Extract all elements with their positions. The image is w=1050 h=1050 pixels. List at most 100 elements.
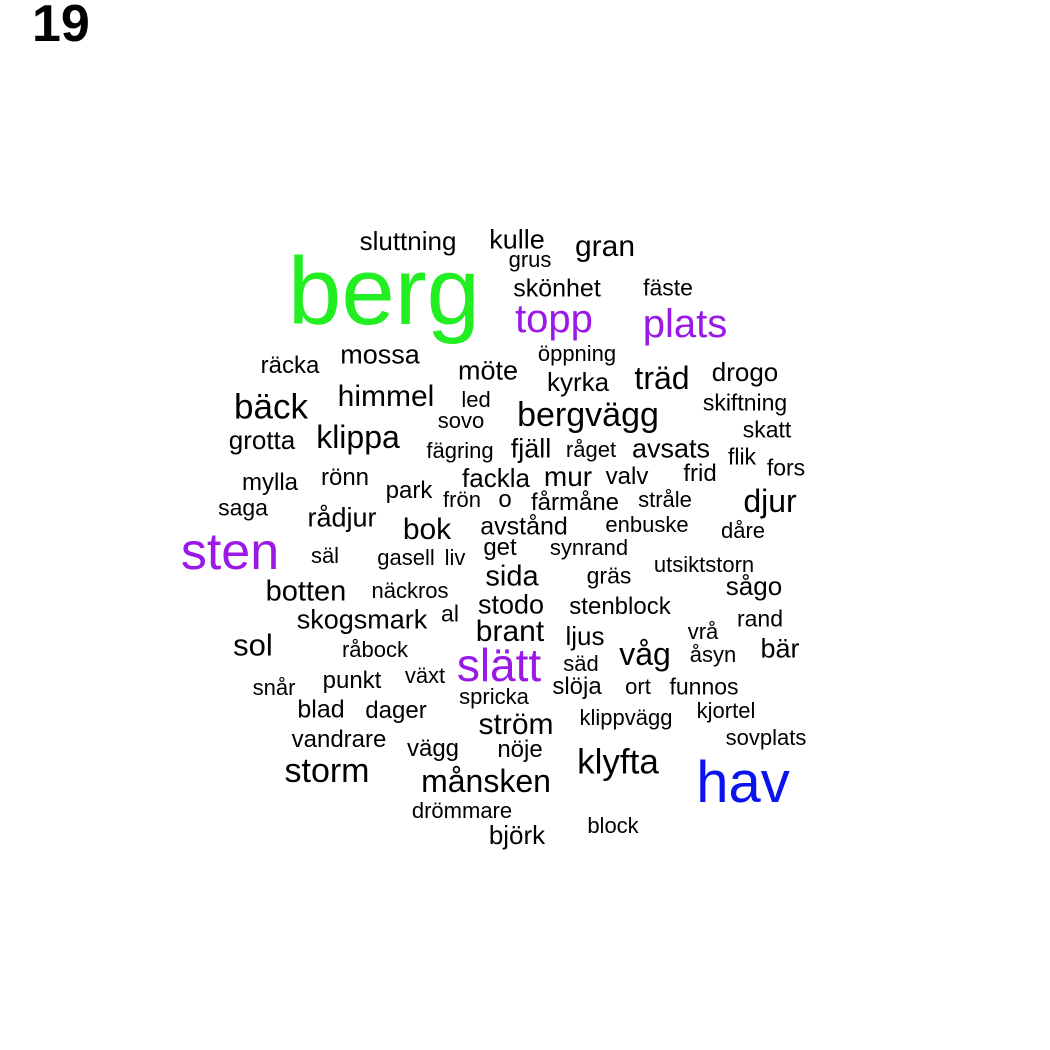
cloud-word-gasell: gasell — [377, 545, 435, 570]
cloud-word-o: o — [498, 486, 512, 513]
cloud-word-kulle: kulle — [489, 224, 545, 255]
cloud-word-botten: botten — [265, 575, 347, 608]
cloud-word-gras: gräs — [586, 562, 632, 589]
cloud-word-back: bäck — [234, 387, 308, 427]
cloud-word-bar: bär — [760, 633, 800, 664]
cloud-word-farmane: fårmåne — [530, 489, 620, 516]
cloud-word-bjork: björk — [488, 820, 546, 850]
cloud-word-sten: sten — [180, 523, 280, 581]
cloud-word-mylla: mylla — [241, 469, 299, 496]
cloud-word-radjur: rådjur — [307, 502, 377, 533]
cloud-word-berg: berg — [287, 238, 481, 345]
cloud-word-nackros: näckros — [371, 578, 449, 603]
cloud-word-noje: nöje — [497, 736, 543, 763]
cloud-word-vra: vrå — [687, 619, 719, 644]
cloud-word-storm: storm — [284, 752, 370, 790]
cloud-word-vag: våg — [619, 636, 671, 672]
cloud-word-skogsmark: skogsmark — [296, 604, 428, 635]
cloud-word-kjortel: kjortel — [696, 698, 756, 723]
cloud-word-oppning: öppning — [537, 341, 617, 366]
page-number: 19 — [32, 0, 90, 53]
cloud-word-liv: liv — [444, 545, 466, 570]
cloud-word-vaxt: växt — [404, 663, 446, 688]
cloud-word-vandrare: vandrare — [291, 726, 387, 753]
cloud-word-get: get — [483, 534, 517, 561]
cloud-word-bergvagg: bergvägg — [517, 396, 659, 434]
cloud-word-klippa: klippa — [316, 419, 400, 455]
cloud-word-kyrka: kyrka — [546, 367, 610, 397]
cloud-word-enbuske: enbuske — [605, 512, 689, 537]
cloud-word-saga: saga — [218, 494, 268, 521]
cloud-word-rabock: råbock — [341, 637, 409, 662]
cloud-word-sovplats: sovplats — [725, 725, 807, 750]
cloud-word-faste: fäste — [643, 274, 693, 301]
cloud-word-skiftning: skiftning — [702, 389, 788, 416]
cloud-word-asyn: åsyn — [689, 642, 737, 667]
cloud-word-stenblock: stenblock — [569, 593, 671, 620]
cloud-word-vagg: vägg — [406, 735, 460, 762]
cloud-word-himmel: himmel — [337, 380, 435, 413]
cloud-word-grotta: grotta — [228, 425, 296, 455]
cloud-word-strom: ström — [478, 708, 554, 741]
cloud-word-synrand: synrand — [549, 535, 629, 560]
cloud-word-led: led — [461, 387, 491, 412]
cloud-word-grus: grus — [508, 247, 552, 272]
cloud-word-fron: frön — [443, 487, 481, 512]
cloud-word-mansken: månsken — [421, 763, 551, 799]
cloud-word-klyfta: klyfta — [577, 742, 659, 782]
cloud-word-spricka: spricka — [459, 684, 529, 709]
cloud-word-sal: säl — [310, 543, 340, 568]
cloud-word-mote: möte — [457, 355, 519, 386]
cloud-word-fackla: fackla — [462, 463, 530, 493]
cloud-word-raget: råget — [565, 437, 617, 462]
cloud-word-racka: räcka — [260, 352, 320, 379]
cloud-word-skatt: skatt — [742, 416, 792, 443]
cloud-word-hav: hav — [696, 750, 790, 815]
cloud-word-avstand: avstånd — [480, 512, 568, 541]
cloud-word-valv: valv — [605, 463, 649, 490]
cloud-word-fagring: fägring — [426, 438, 494, 463]
cloud-word-topp: topp — [515, 297, 593, 341]
cloud-word-blad: blad — [297, 695, 345, 724]
cloud-word-ljus: ljus — [565, 621, 605, 651]
cloud-word-slatt: slätt — [456, 639, 542, 691]
cloud-word-avsats: avsats — [631, 433, 711, 464]
cloud-word-stodo: stodo — [477, 589, 545, 620]
cloud-word-sol: sol — [233, 627, 273, 663]
cloud-word-sago: sågo — [725, 571, 783, 601]
cloud-word-mur: mur — [543, 461, 593, 492]
cloud-word-plats: plats — [642, 302, 728, 346]
cloud-word-drogo: drogo — [711, 357, 779, 387]
cloud-word-block: block — [587, 813, 639, 838]
cloud-word-ronn: rönn — [320, 464, 370, 491]
cloud-word-bok: bok — [402, 513, 452, 546]
cloud-word-djur: djur — [743, 483, 797, 519]
cloud-word-strale: stråle — [638, 487, 692, 512]
cloud-word-skonhet: skönhet — [513, 274, 601, 303]
cloud-word-gran: gran — [574, 230, 636, 263]
cloud-word-punkt: punkt — [322, 667, 382, 694]
cloud-word-rand: rand — [736, 605, 784, 632]
cloud-word-fjall: fjäll — [510, 433, 552, 464]
cloud-word-dare: dåre — [720, 518, 766, 543]
cloud-word-trad: träd — [634, 360, 690, 396]
cloud-word-park: park — [385, 477, 433, 504]
cloud-word-dager: dager — [365, 697, 427, 724]
cloud-word-brant: brant — [475, 615, 545, 648]
cloud-word-sovo: sovo — [437, 408, 485, 433]
cloud-word-funnos: funnos — [669, 673, 739, 700]
cloud-word-sloja: slöja — [552, 673, 602, 700]
cloud-word-al: al — [441, 600, 459, 627]
cloud-word-flik: flik — [727, 443, 757, 470]
cloud-word-mossa: mossa — [340, 339, 420, 370]
cloud-word-sad: säd — [563, 651, 599, 676]
cloud-word-snar: snår — [252, 675, 296, 700]
cloud-word-utsiktstorn: utsiktstorn — [653, 552, 755, 577]
cloud-word-sida: sida — [485, 560, 539, 593]
cloud-word-klippvagg: klippvägg — [579, 705, 673, 730]
cloud-word-sluttning: sluttning — [359, 226, 457, 256]
cloud-word-fors: fors — [766, 454, 806, 481]
cloud-word-frid: frid — [683, 460, 717, 487]
cloud-word-drommare: drömmare — [411, 798, 513, 823]
